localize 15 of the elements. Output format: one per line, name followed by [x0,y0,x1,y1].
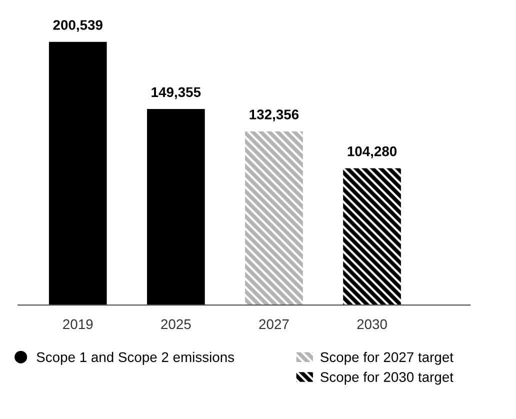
x-tick-label: 2025 [161,319,191,330]
data-label: 104,280 [348,146,397,158]
bar [48,42,107,306]
legend-label: Scope for 2030 target [320,372,454,385]
x-tick-label: 2027 [259,319,289,330]
bar [343,168,401,306]
data-label: 132,356 [250,110,299,122]
bar [245,131,303,306]
bar [146,109,205,306]
data-label: 200,539 [53,20,102,32]
legend-label: Scope for 2027 target [320,352,454,365]
data-label: 149,355 [152,87,201,100]
x-tick-label: 2019 [63,319,93,330]
x-tick-label: 2030 [357,319,387,330]
legend-label: Scope 1 and Scope 2 emissions [36,352,234,365]
